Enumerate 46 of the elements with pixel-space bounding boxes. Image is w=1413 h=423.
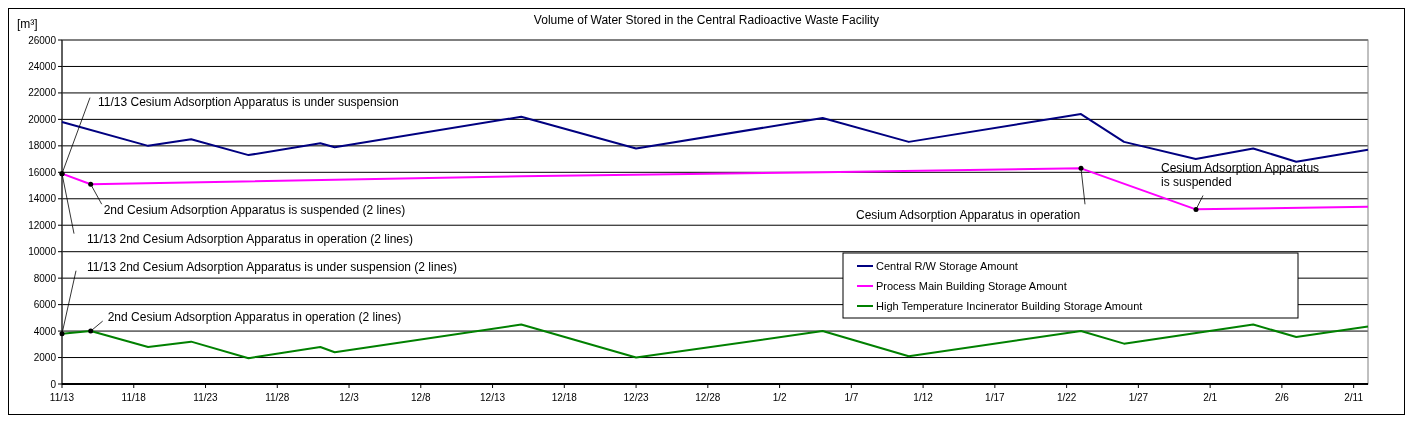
x-tick-label: 12/13 — [480, 392, 506, 403]
x-tick-label: 11/28 — [265, 392, 290, 403]
y-tick-label: 6000 — [33, 299, 57, 311]
x-tick-label: 11/13 — [49, 392, 75, 403]
x-tick-label: 11/18 — [121, 392, 147, 403]
annotation: 11/13 2nd Cesium Adsorption Apparatus in operation (2 lines) — [87, 231, 413, 246]
annotation: Cesium Adsorption Apparatus in operation — [856, 207, 1081, 222]
annotation: 11/13 Cesium Adsorption Apparatus is under suspension — [98, 94, 399, 109]
x-tick-label: 11/23 — [193, 392, 219, 403]
y-tick-label: 18000 — [28, 140, 57, 152]
x-tick-label: 12/28 — [695, 392, 721, 403]
y-tick-label: 12000 — [28, 219, 57, 231]
y-tick-label: 0 — [50, 378, 57, 390]
x-tick-label: 2/6 — [1274, 392, 1290, 403]
x-tick-label: 12/23 — [623, 392, 650, 403]
annotation: 2nd Cesium Adsorption Apparatus is suspended (2 lines) — [103, 203, 406, 218]
x-tick-label: 1/22 — [1056, 392, 1077, 403]
legend-label: Central R/W Storage Amount — [876, 259, 1018, 272]
x-tick-label: 1/27 — [1128, 392, 1149, 403]
y-tick-label: 26000 — [28, 34, 57, 46]
x-tick-label: 1/7 — [844, 392, 859, 403]
y-tick-label: 24000 — [28, 60, 57, 72]
annotation: 11/13 2nd Cesium Adsorption Apparatus is under suspension (2 lines) — [87, 259, 458, 274]
x-tick-label: 1/12 — [913, 392, 934, 403]
y-tick-label: 14000 — [28, 193, 57, 205]
y-tick-label: 10000 — [28, 246, 57, 258]
legend-label: Process Main Building Storage Amount — [876, 279, 1067, 292]
annotation: Cesium Adsorption Apparatus is suspended — [1161, 160, 1320, 190]
x-tick-label: 12/8 — [411, 392, 431, 403]
y-tick-label: 2000 — [33, 352, 57, 364]
y-tick-label: 20000 — [28, 113, 57, 125]
x-tick-label: 2/11 — [1344, 392, 1364, 403]
annotation: 2nd Cesium Adsorption Apparatus in operation (2 lines) — [107, 310, 402, 325]
y-axis-title: [m³] — [17, 17, 38, 31]
x-tick-label: 2/1 — [1203, 392, 1218, 403]
line-series — [61, 113, 1369, 163]
chart-title: Volume of Water Stored in the Central Radioactive Waste Facility — [533, 13, 880, 27]
x-tick-label: 1/17 — [985, 392, 1006, 403]
y-tick-label: 8000 — [33, 272, 57, 284]
x-tick-label: 12/3 — [339, 392, 360, 403]
y-tick-label: 22000 — [28, 87, 57, 99]
y-tick-label: 4000 — [33, 325, 57, 337]
x-tick-label: 1/2 — [772, 392, 787, 403]
y-tick-label: 16000 — [28, 166, 57, 178]
x-tick-label: 12/18 — [551, 392, 578, 403]
legend-label: High Temperature Incinerator Building Storage Amount — [876, 299, 1143, 312]
